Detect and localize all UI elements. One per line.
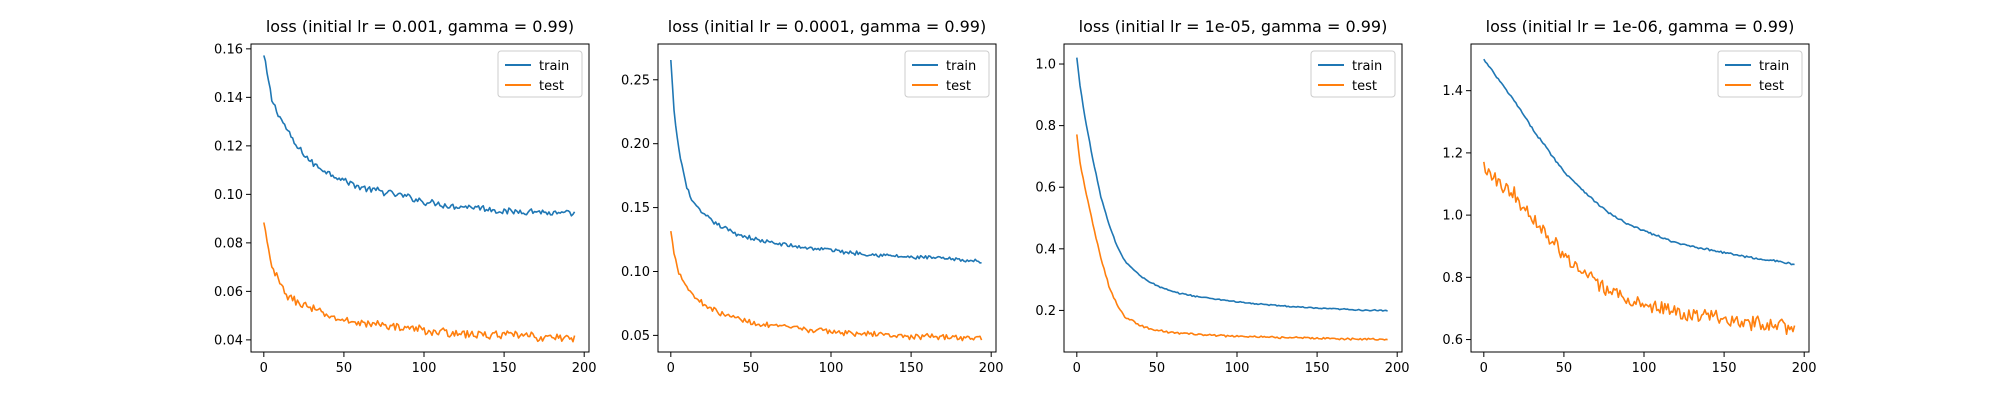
- y-tick-label: 1.0: [1442, 209, 1463, 224]
- subplot-4: loss (initial lr = 1e-06, gamma = 0.99) 0…: [1442, 17, 1816, 376]
- legend: train test: [497, 50, 583, 98]
- y-tick-label: 0.4: [1035, 242, 1056, 257]
- y-tick-label: 0.12: [214, 139, 243, 154]
- axes-frame: [1063, 43, 1403, 353]
- legend-label-train: train: [946, 59, 976, 74]
- legend: train test: [1310, 50, 1396, 98]
- x-tick-label: 100: [1225, 361, 1250, 376]
- legend-label-train: train: [1759, 59, 1789, 74]
- series-line-test: [670, 230, 983, 342]
- series-line-test: [263, 222, 576, 343]
- series-line-test: [1483, 161, 1796, 336]
- x-tick-label: 50: [336, 361, 353, 376]
- legend-label-train: train: [1352, 59, 1382, 74]
- subplot-2: loss (initial lr = 0.0001, gamma = 0.99)…: [621, 17, 1004, 376]
- x-tick-label: 0: [1073, 361, 1081, 376]
- legend-label-test: test: [946, 79, 971, 94]
- series-line-train: [670, 59, 982, 264]
- axes-frame: [1470, 43, 1810, 353]
- legend-label-test: test: [1352, 79, 1377, 94]
- x-tick-label: 200: [979, 361, 1004, 376]
- legend-label-train: train: [539, 59, 569, 74]
- y-tick-label: 0.6: [1035, 181, 1056, 196]
- y-tick-label: 0.16: [214, 42, 243, 57]
- x-tick-label: 150: [492, 361, 517, 376]
- axes-frame: [250, 43, 590, 353]
- y-tick-label: 0.06: [214, 285, 243, 300]
- legend-label-test: test: [1759, 79, 1784, 94]
- y-tick-label: 0.6: [1442, 333, 1463, 348]
- legend: train test: [1717, 50, 1803, 98]
- x-tick-label: 100: [1632, 361, 1657, 376]
- legend: train test: [904, 50, 990, 98]
- y-tick-label: 0.8: [1442, 271, 1463, 286]
- x-tick-label: 150: [899, 361, 924, 376]
- y-tick-label: 0.08: [214, 236, 243, 251]
- series-line-test: [1076, 134, 1388, 341]
- y-tick-label: 1.0: [1035, 58, 1056, 73]
- y-tick-label: 0.14: [214, 91, 243, 106]
- x-tick-label: 0: [667, 361, 675, 376]
- subplot-3: loss (initial lr = 1e-05, gamma = 0.99) 0…: [1035, 17, 1409, 376]
- plot-title: loss (initial lr = 1e-06, gamma = 0.99): [1486, 17, 1795, 36]
- y-tick-label: 1.2: [1442, 146, 1463, 161]
- y-tick-label: 1.4: [1442, 84, 1463, 99]
- y-tick-label: 0.20: [621, 137, 650, 152]
- x-tick-label: 150: [1712, 361, 1737, 376]
- y-tick-label: 0.2: [1035, 304, 1056, 319]
- y-tick-label: 0.15: [621, 201, 650, 216]
- plot-title: loss (initial lr = 1e-05, gamma = 0.99): [1079, 17, 1388, 36]
- x-tick-label: 50: [1149, 361, 1166, 376]
- y-tick-label: 0.05: [621, 329, 650, 344]
- x-tick-label: 200: [1385, 361, 1410, 376]
- y-tick-label: 0.10: [621, 265, 650, 280]
- series-line-train: [1076, 57, 1388, 312]
- y-tick-label: 0.10: [214, 188, 243, 203]
- y-tick-label: 0.04: [214, 333, 243, 348]
- plot-title: loss (initial lr = 0.001, gamma = 0.99): [266, 17, 574, 36]
- axes-frame: [657, 43, 997, 353]
- x-tick-label: 100: [819, 361, 844, 376]
- plot-title: loss (initial lr = 0.0001, gamma = 0.99): [668, 17, 986, 36]
- x-tick-label: 0: [1480, 361, 1488, 376]
- x-tick-label: 50: [743, 361, 760, 376]
- x-tick-label: 150: [1305, 361, 1330, 376]
- y-tick-label: 0.25: [621, 73, 650, 88]
- x-tick-label: 200: [572, 361, 597, 376]
- legend-label-test: test: [539, 79, 564, 94]
- series-line-train: [1483, 58, 1795, 266]
- series-line-train: [263, 55, 576, 217]
- subplot-1: loss (initial lr = 0.001, gamma = 0.99) 0…: [214, 17, 597, 376]
- y-tick-label: 0.8: [1035, 119, 1056, 134]
- x-tick-label: 0: [260, 361, 268, 376]
- x-tick-label: 100: [412, 361, 437, 376]
- x-tick-label: 50: [1556, 361, 1573, 376]
- x-tick-label: 200: [1792, 361, 1817, 376]
